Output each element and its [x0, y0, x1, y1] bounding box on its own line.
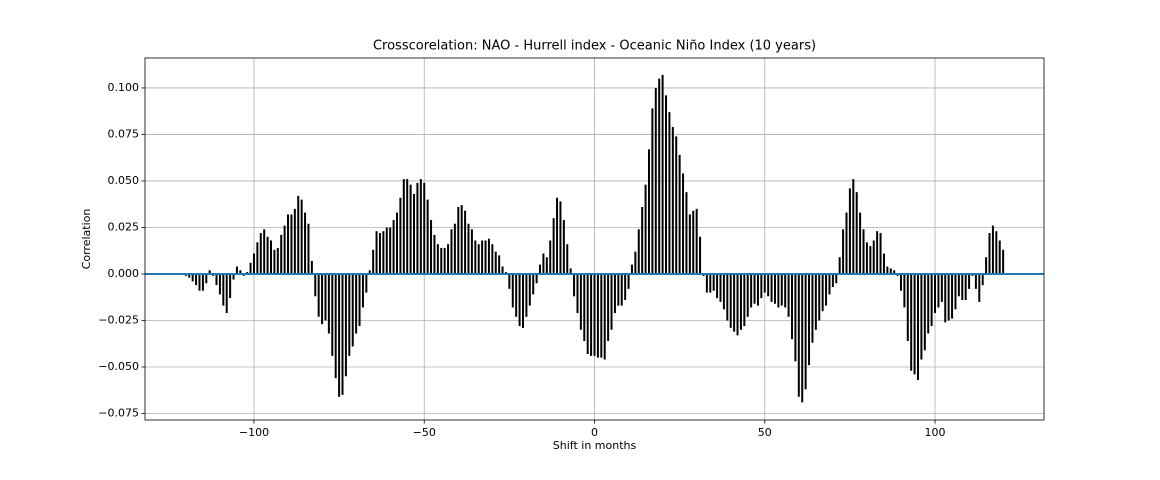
- y-tick-label: −0.025: [98, 313, 139, 326]
- x-tick-label: −100: [239, 426, 269, 439]
- y-tick-label: 0.075: [108, 127, 140, 140]
- x-axis-label: Shift in months: [553, 439, 637, 452]
- y-tick-label: −0.075: [98, 406, 139, 419]
- plot-frame: [144, 57, 1045, 421]
- x-tick-label: 50: [758, 426, 772, 439]
- y-tick-label: 0.100: [108, 81, 140, 94]
- y-tick-label: 0.050: [108, 174, 140, 187]
- y-tick-label: −0.050: [98, 360, 139, 373]
- y-tick-label: 0.025: [108, 220, 140, 233]
- x-tick-label: −50: [413, 426, 436, 439]
- y-tick-label: 0.000: [108, 267, 140, 280]
- y-axis-label: Correlation: [80, 209, 93, 270]
- x-tick-label: 0: [591, 426, 598, 439]
- chart-title: Crosscorelation: NAO - Hurrell index - O…: [373, 39, 816, 54]
- x-tick-label: 100: [925, 426, 946, 439]
